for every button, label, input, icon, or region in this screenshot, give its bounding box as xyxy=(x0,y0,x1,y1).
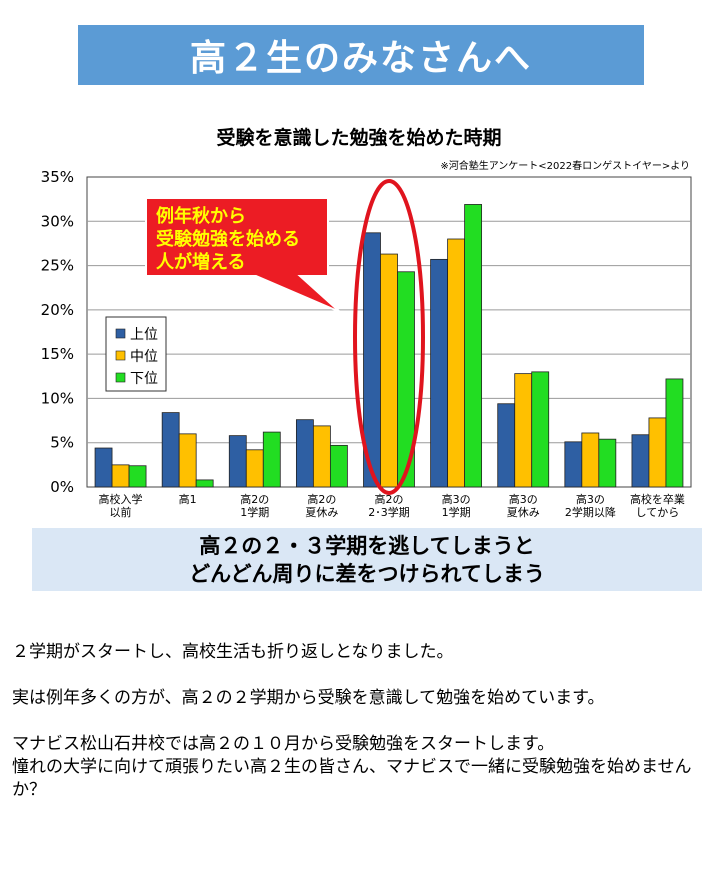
legend-swatch xyxy=(115,328,126,339)
chart-title: 受験を意識した勉強を始めた時期 xyxy=(216,126,501,149)
callout-text: 例年秋から xyxy=(156,205,246,227)
legend-swatch xyxy=(115,372,126,383)
bar xyxy=(464,204,483,488)
y-tick-label: 35% xyxy=(41,168,74,186)
bar xyxy=(228,435,247,488)
x-tick-label: 高校を卒業 xyxy=(630,492,685,506)
x-tick-label: 高3の xyxy=(576,492,605,506)
bar xyxy=(312,425,331,488)
callout-bubble xyxy=(145,197,341,313)
summary-box: 高２の２・３学期を逃してしまうと どんどん周りに差をつけられてしまう xyxy=(32,528,702,591)
callout-text: 人が増える xyxy=(156,251,245,273)
bar xyxy=(531,371,550,488)
highlight-ellipse xyxy=(353,179,425,495)
bar xyxy=(262,431,281,488)
x-tick-label: 1学期 xyxy=(240,505,269,519)
bar xyxy=(447,238,466,488)
legend-label: 上位 xyxy=(130,327,158,343)
x-tick-label: 1学期 xyxy=(442,505,471,519)
bar xyxy=(245,449,264,488)
paragraph-3: マナビス松山石井校では高２の１０月から受験勉強をスタートします。 憧れの大学に向… xyxy=(12,733,702,802)
bar xyxy=(665,378,684,488)
x-tick-label: してから xyxy=(636,506,680,519)
paragraph-3-line-1: マナビス松山石井校では高２の１０月から受験勉強をスタートします。 xyxy=(12,734,555,754)
y-tick-label: 25% xyxy=(41,257,74,275)
y-tick-label: 20% xyxy=(41,301,74,319)
paragraph-2: 実は例年多くの方が、高２の２学期から受験を意識して勉強を始めています。 xyxy=(12,688,605,708)
x-tick-label: 高2の xyxy=(375,492,404,506)
y-tick-label: 30% xyxy=(41,212,74,230)
x-tick-label: 以前 xyxy=(110,505,132,519)
bar xyxy=(295,419,314,488)
bar xyxy=(111,464,130,488)
bar xyxy=(430,258,449,488)
bar xyxy=(195,479,214,488)
summary-line-2: どんどん周りに差をつけられてしまう xyxy=(189,562,545,586)
legend-label: 中位 xyxy=(130,349,158,365)
bar xyxy=(178,433,197,488)
bar xyxy=(514,373,533,488)
y-tick-label: 5% xyxy=(50,434,74,452)
y-tick-label: 0% xyxy=(50,478,74,496)
paragraph-1: ２学期がスタートし、高校生活も折り返しとなりました。 xyxy=(12,642,454,662)
bar xyxy=(94,447,113,488)
bar xyxy=(631,434,650,488)
y-tick-label: 15% xyxy=(41,345,74,363)
bar xyxy=(161,412,180,488)
bar xyxy=(564,441,583,488)
bar-chart: 受験を意識した勉強を始めた時期 ※河合塾生アンケート<2022春ロンゲストイヤー>… xyxy=(41,126,692,519)
page-banner: 高２生のみなさんへ xyxy=(78,25,644,85)
bar xyxy=(581,432,600,488)
legend-label: 下位 xyxy=(130,371,158,387)
bar xyxy=(648,417,667,488)
legend-swatch xyxy=(115,350,126,361)
body-text: ２学期がスタートし、高校生活も折り返しとなりました。 実は例年多くの方が、高２の… xyxy=(12,641,702,825)
bar xyxy=(598,438,617,488)
x-tick-label: 高2の xyxy=(240,492,269,506)
banner-title: 高２生のみなさんへ xyxy=(189,38,532,79)
x-tick-label: 高3の xyxy=(509,492,538,506)
bar xyxy=(329,444,348,488)
x-tick-label: 2学期以降 xyxy=(565,505,616,519)
bar xyxy=(128,465,147,488)
y-tick-label: 10% xyxy=(41,389,74,407)
x-tick-label: 2･3学期 xyxy=(368,505,410,519)
paragraph-3-line-2: 憧れの大学に向けて頑張りたい高２生の皆さん、マナビスで一緒に受験勉強を始めません… xyxy=(12,757,692,800)
chart-source: ※河合塾生アンケート<2022春ロンゲストイヤー>より xyxy=(440,159,690,172)
bar xyxy=(380,253,398,488)
summary-line-1: 高２の２・３学期を逃してしまうと xyxy=(199,534,535,558)
x-tick-label: 高2の xyxy=(307,492,336,506)
bar xyxy=(497,403,516,488)
x-tick-label: 夏休み xyxy=(305,506,338,519)
x-tick-label: 高3の xyxy=(442,492,471,506)
bar xyxy=(397,271,415,488)
x-tick-label: 高1 xyxy=(179,492,197,506)
x-tick-label: 夏休み xyxy=(507,506,540,519)
callout-text: 受験勉強を始める xyxy=(156,228,300,250)
x-tick-label: 高校入学 xyxy=(99,492,143,506)
